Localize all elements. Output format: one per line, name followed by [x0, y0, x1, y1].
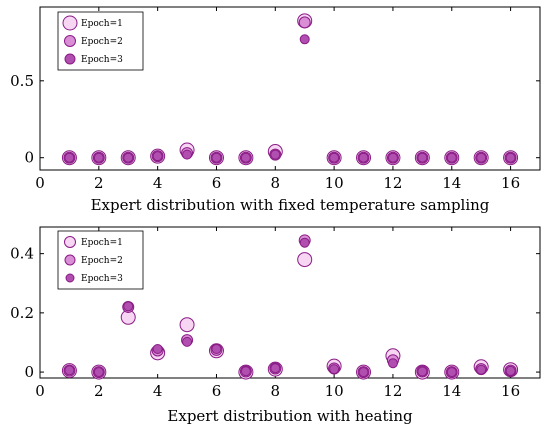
data-point-epoch-3 — [211, 343, 222, 354]
data-point-epoch-3 — [182, 149, 193, 160]
y-tick-label: 0.4 — [10, 245, 34, 263]
legend-marker-epoch-3 — [65, 273, 75, 283]
x-tick-label: 14 — [442, 174, 461, 192]
data-point-epoch-3 — [123, 301, 134, 312]
data-point-epoch-3 — [64, 365, 75, 376]
x-tick-label: 0 — [35, 174, 45, 192]
x-tick-label: 10 — [325, 382, 344, 400]
data-point-epoch-3 — [299, 237, 310, 248]
data-point-epoch-3 — [64, 152, 75, 163]
x-tick-label: 8 — [271, 174, 281, 192]
data-point-epoch-3 — [387, 358, 398, 369]
data-point-epoch-3 — [240, 152, 251, 163]
y-tick-label: 0.5 — [10, 72, 34, 90]
x-tick-label: 2 — [94, 174, 104, 192]
x-tick-label: 2 — [94, 382, 104, 400]
x-axis-label: Expert distribution with heating — [167, 407, 413, 425]
legend-marker-epoch-2 — [64, 254, 76, 266]
x-tick-label: 12 — [383, 174, 402, 192]
data-point-epoch-3 — [182, 336, 193, 347]
legend-marker-epoch-1 — [64, 236, 76, 248]
data-point-epoch-3 — [505, 365, 516, 376]
plot-frame — [39, 226, 541, 379]
x-tick-label: 6 — [212, 382, 222, 400]
data-point-epoch-3 — [417, 152, 428, 163]
data-point-epoch-3 — [476, 364, 487, 375]
data-point-epoch-3 — [93, 367, 104, 378]
data-points — [61, 234, 519, 380]
data-point-epoch-3 — [358, 152, 369, 163]
x-tick-label: 16 — [501, 382, 520, 400]
data-point-epoch-3 — [476, 152, 487, 163]
data-point-epoch-1 — [179, 317, 195, 333]
legend-label: Epoch=1 — [81, 19, 123, 29]
legend-label: Epoch=2 — [81, 37, 123, 47]
data-point-epoch-3 — [123, 152, 134, 163]
legend-marker-epoch-2 — [64, 35, 76, 47]
x-axis-label: Expert distribution with fixed temperatu… — [91, 196, 490, 214]
data-point-epoch-3 — [93, 152, 104, 163]
x-tick-label: 10 — [325, 174, 344, 192]
legend-label: Epoch=2 — [81, 256, 123, 266]
data-point-epoch-1 — [297, 252, 313, 268]
data-point-epoch-3 — [446, 152, 457, 163]
legend-label: Epoch=1 — [81, 238, 123, 248]
legend-label: Epoch=3 — [81, 274, 123, 284]
data-point-epoch-3 — [211, 152, 222, 163]
y-tick-label: 0 — [24, 363, 34, 381]
x-tick-label: 0 — [35, 382, 45, 400]
x-tick-label: 4 — [153, 382, 163, 400]
data-point-epoch-3 — [299, 34, 310, 45]
data-point-epoch-2 — [298, 16, 311, 29]
data-point-epoch-3 — [329, 152, 340, 163]
x-tick-label: 14 — [442, 382, 461, 400]
data-point-epoch-3 — [417, 366, 428, 377]
legend-marker-epoch-1 — [62, 15, 78, 31]
legend: Epoch=1 Epoch=2 Epoch=3 — [57, 230, 144, 290]
data-points — [61, 13, 519, 166]
legend-label: Epoch=3 — [81, 55, 123, 65]
data-point-epoch-3 — [270, 149, 281, 160]
legend: Epoch=1 Epoch=2 Epoch=3 — [57, 11, 144, 71]
data-point-epoch-3 — [387, 152, 398, 163]
x-tick-label: 6 — [212, 174, 222, 192]
axis-ticks: 0 2 4 6 8 10 12 14 16 0 0.2 0.4 — [10, 227, 540, 400]
legend-marker-epoch-3 — [64, 53, 76, 65]
data-point-epoch-3 — [446, 367, 457, 378]
data-point-epoch-3 — [270, 363, 281, 374]
x-tick-label: 4 — [153, 174, 163, 192]
data-point-epoch-3 — [358, 367, 369, 378]
y-tick-label: 0.2 — [10, 304, 34, 322]
x-tick-label: 8 — [271, 382, 281, 400]
x-tick-label: 12 — [383, 382, 402, 400]
axis-ticks: 0 2 4 6 8 10 12 14 16 0 0.5 — [10, 7, 540, 192]
y-tick-label: 0 — [24, 149, 34, 167]
data-point-epoch-3 — [152, 343, 163, 354]
data-point-epoch-3 — [505, 152, 516, 163]
plot-frame — [39, 6, 541, 171]
data-point-epoch-3 — [329, 364, 340, 375]
data-point-epoch-3 — [240, 366, 251, 377]
data-point-epoch-3 — [152, 151, 163, 162]
x-tick-label: 16 — [501, 174, 520, 192]
